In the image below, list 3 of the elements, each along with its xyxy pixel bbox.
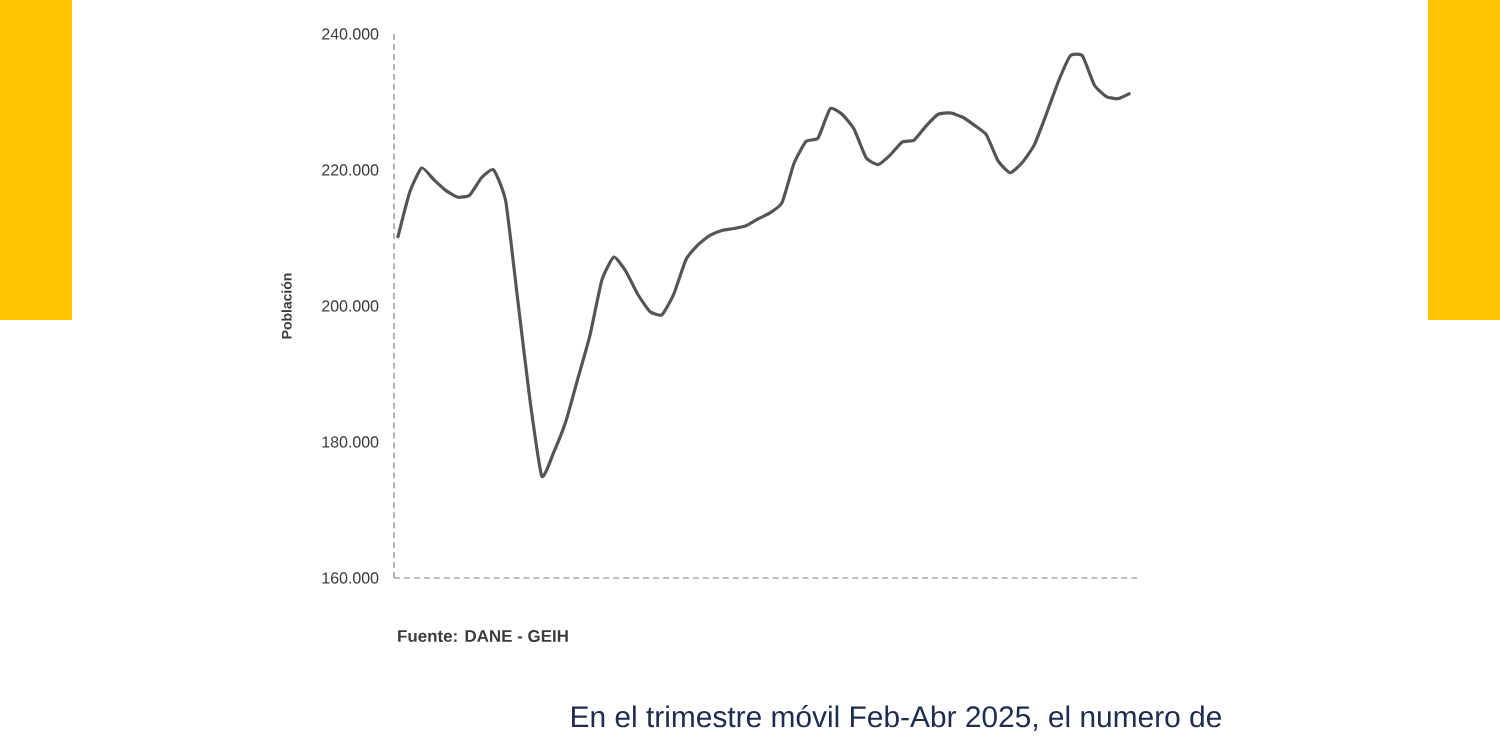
text: En el trimestre móvil Feb-Abr 2025, el numero de [572, 705, 1221, 731]
source-note: Fuente: DANE - GEIH [398, 630, 568, 642]
line-series [396, 52, 1133, 478]
